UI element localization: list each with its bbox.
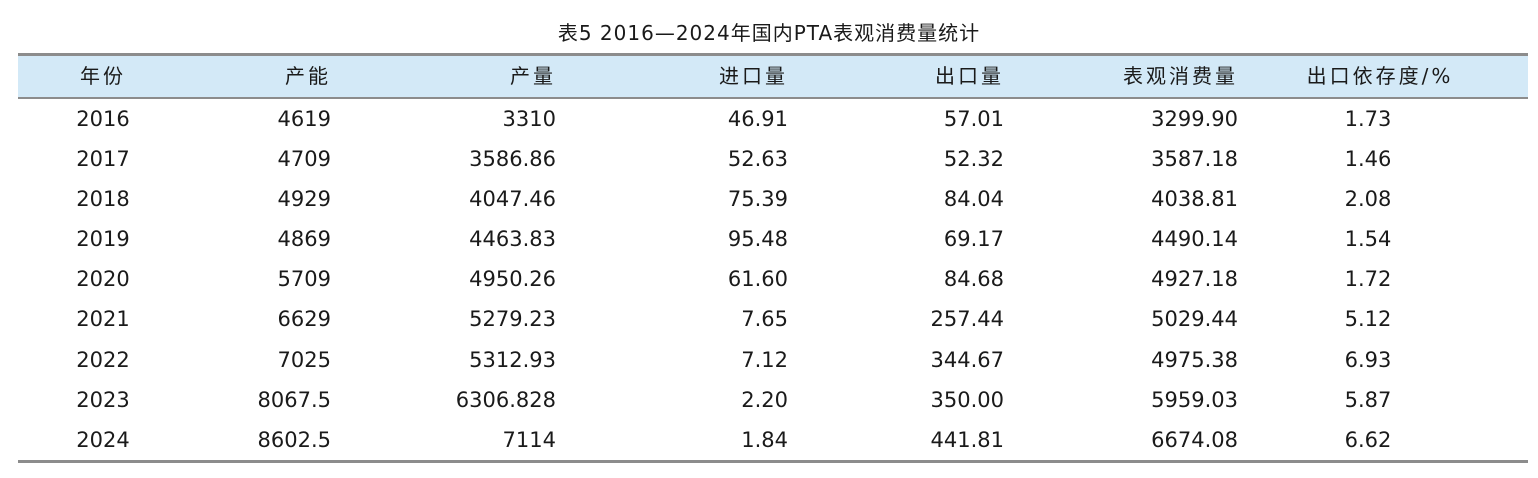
cell-output: 3586.86 xyxy=(469,147,556,172)
cell-export-dependence: 5.12 xyxy=(1344,307,1392,332)
cell-export: 257.44 xyxy=(930,307,1004,332)
table-row: 2021 6629 5279.23 7.65 257.44 5029.44 5.12 xyxy=(18,299,1528,339)
cell-capacity: 4619 xyxy=(277,107,331,131)
cell-import: 1.84 xyxy=(741,427,788,452)
cell-export-dependence: 6.93 xyxy=(1344,347,1392,372)
cell-export-dependence: 2.08 xyxy=(1344,187,1392,212)
cell-export-dependence: 1.73 xyxy=(1344,107,1392,131)
column-header-export: 出口量 xyxy=(935,64,1004,88)
cell-apparent-consumption: 4038.81 xyxy=(1151,187,1238,212)
cell-capacity: 5709 xyxy=(277,267,331,292)
table-row: 2016 4619 3310 46.91 57.01 3299.90 1.73 xyxy=(18,99,1528,139)
column-header-output: 产量 xyxy=(510,64,556,88)
cell-output: 5312.93 xyxy=(469,347,556,372)
cell-import: 7.65 xyxy=(741,307,788,332)
cell-year: 2019 xyxy=(76,227,130,252)
cell-year: 2021 xyxy=(76,307,130,332)
cell-output: 3310 xyxy=(502,107,556,131)
cell-import: 52.63 xyxy=(727,147,788,172)
cell-export: 344.67 xyxy=(930,347,1004,372)
cell-apparent-consumption: 5029.44 xyxy=(1151,307,1238,332)
table-header-rule xyxy=(18,97,1528,99)
column-header-year: 年份 xyxy=(80,64,126,88)
cell-export: 350.00 xyxy=(930,387,1004,412)
cell-export-dependence: 1.46 xyxy=(1344,147,1392,172)
cell-import: 95.48 xyxy=(727,227,788,252)
cell-output: 4047.46 xyxy=(469,187,556,212)
cell-export-dependence: 1.72 xyxy=(1344,267,1392,292)
data-table: 年份 产能 产量 进口量 出口量 表观消费量 出口依存度/% 2016 4619 3… xyxy=(18,53,1528,463)
cell-import: 61.60 xyxy=(727,267,788,292)
cell-capacity: 4869 xyxy=(277,227,331,252)
cell-import: 7.12 xyxy=(741,347,788,372)
cell-year: 2023 xyxy=(76,387,130,412)
cell-export: 57.01 xyxy=(943,107,1004,131)
cell-import: 75.39 xyxy=(727,187,788,212)
cell-capacity: 8067.5 xyxy=(257,387,331,412)
column-header-apparent-consumption: 表观消费量 xyxy=(1123,64,1238,88)
table-row: 2018 4929 4047.46 75.39 84.04 4038.81 2.08 xyxy=(18,179,1528,219)
cell-output: 5279.23 xyxy=(469,307,556,332)
table-row: 2024 8602.5 7114 1.84 441.81 6674.08 6.62 xyxy=(18,420,1528,460)
cell-apparent-consumption: 5959.03 xyxy=(1151,387,1238,412)
cell-output: 4463.83 xyxy=(469,227,556,252)
cell-capacity: 7025 xyxy=(277,347,331,372)
cell-year: 2018 xyxy=(76,187,130,212)
cell-export-dependence: 5.87 xyxy=(1344,387,1392,412)
cell-capacity: 4709 xyxy=(277,147,331,172)
column-header-export-dependence: 出口依存度/% xyxy=(1306,64,1454,88)
cell-apparent-consumption: 4490.14 xyxy=(1151,227,1238,252)
table-body: 2016 4619 3310 46.91 57.01 3299.90 1.73 2017 470… xyxy=(18,99,1528,460)
cell-year: 2022 xyxy=(76,347,130,372)
cell-export: 441.81 xyxy=(930,427,1004,452)
cell-year: 2017 xyxy=(76,147,130,172)
cell-export-dependence: 6.62 xyxy=(1344,427,1392,452)
table-row: 2023 8067.5 6306.828 2.20 350.00 5959.03 5.87 xyxy=(18,380,1528,420)
cell-capacity: 8602.5 xyxy=(257,427,331,452)
table-top-rule xyxy=(18,53,1528,56)
cell-capacity: 4929 xyxy=(277,187,331,212)
cell-apparent-consumption: 6674.08 xyxy=(1151,427,1238,452)
table-bottom-rule xyxy=(18,460,1528,463)
cell-import: 2.20 xyxy=(741,387,788,412)
table-header-row: 年份 产能 产量 进口量 出口量 表观消费量 出口依存度/% xyxy=(18,56,1528,97)
cell-export: 84.68 xyxy=(943,267,1004,292)
column-header-import: 进口量 xyxy=(719,64,788,88)
cell-apparent-consumption: 4975.38 xyxy=(1151,347,1238,372)
cell-export-dependence: 1.54 xyxy=(1344,227,1392,252)
table-caption: 表5 2016—2024年国内PTA表观消费量统计 xyxy=(557,21,981,45)
cell-apparent-consumption: 3587.18 xyxy=(1151,147,1238,172)
cell-export: 84.04 xyxy=(943,187,1004,212)
cell-capacity: 6629 xyxy=(277,307,331,332)
table-row: 2019 4869 4463.83 95.48 69.17 4490.14 1.54 xyxy=(18,219,1528,259)
cell-year: 2016 xyxy=(76,107,130,131)
cell-year: 2024 xyxy=(76,427,130,452)
cell-year: 2020 xyxy=(76,267,130,292)
table-row: 2017 4709 3586.86 52.63 52.32 3587.18 1.46 xyxy=(18,139,1528,179)
column-header-capacity: 产能 xyxy=(285,64,331,88)
cell-output: 4950.26 xyxy=(469,267,556,292)
cell-output: 7114 xyxy=(502,427,556,452)
cell-output: 6306.828 xyxy=(455,387,556,412)
table-row: 2020 5709 4950.26 61.60 84.68 4927.18 1.72 xyxy=(18,259,1528,299)
cell-apparent-consumption: 3299.90 xyxy=(1151,107,1238,131)
cell-export: 69.17 xyxy=(943,227,1004,252)
cell-apparent-consumption: 4927.18 xyxy=(1151,267,1238,292)
cell-export: 52.32 xyxy=(943,147,1004,172)
table-row: 2022 7025 5312.93 7.12 344.67 4975.38 6.93 xyxy=(18,340,1528,380)
cell-import: 46.91 xyxy=(727,107,788,131)
